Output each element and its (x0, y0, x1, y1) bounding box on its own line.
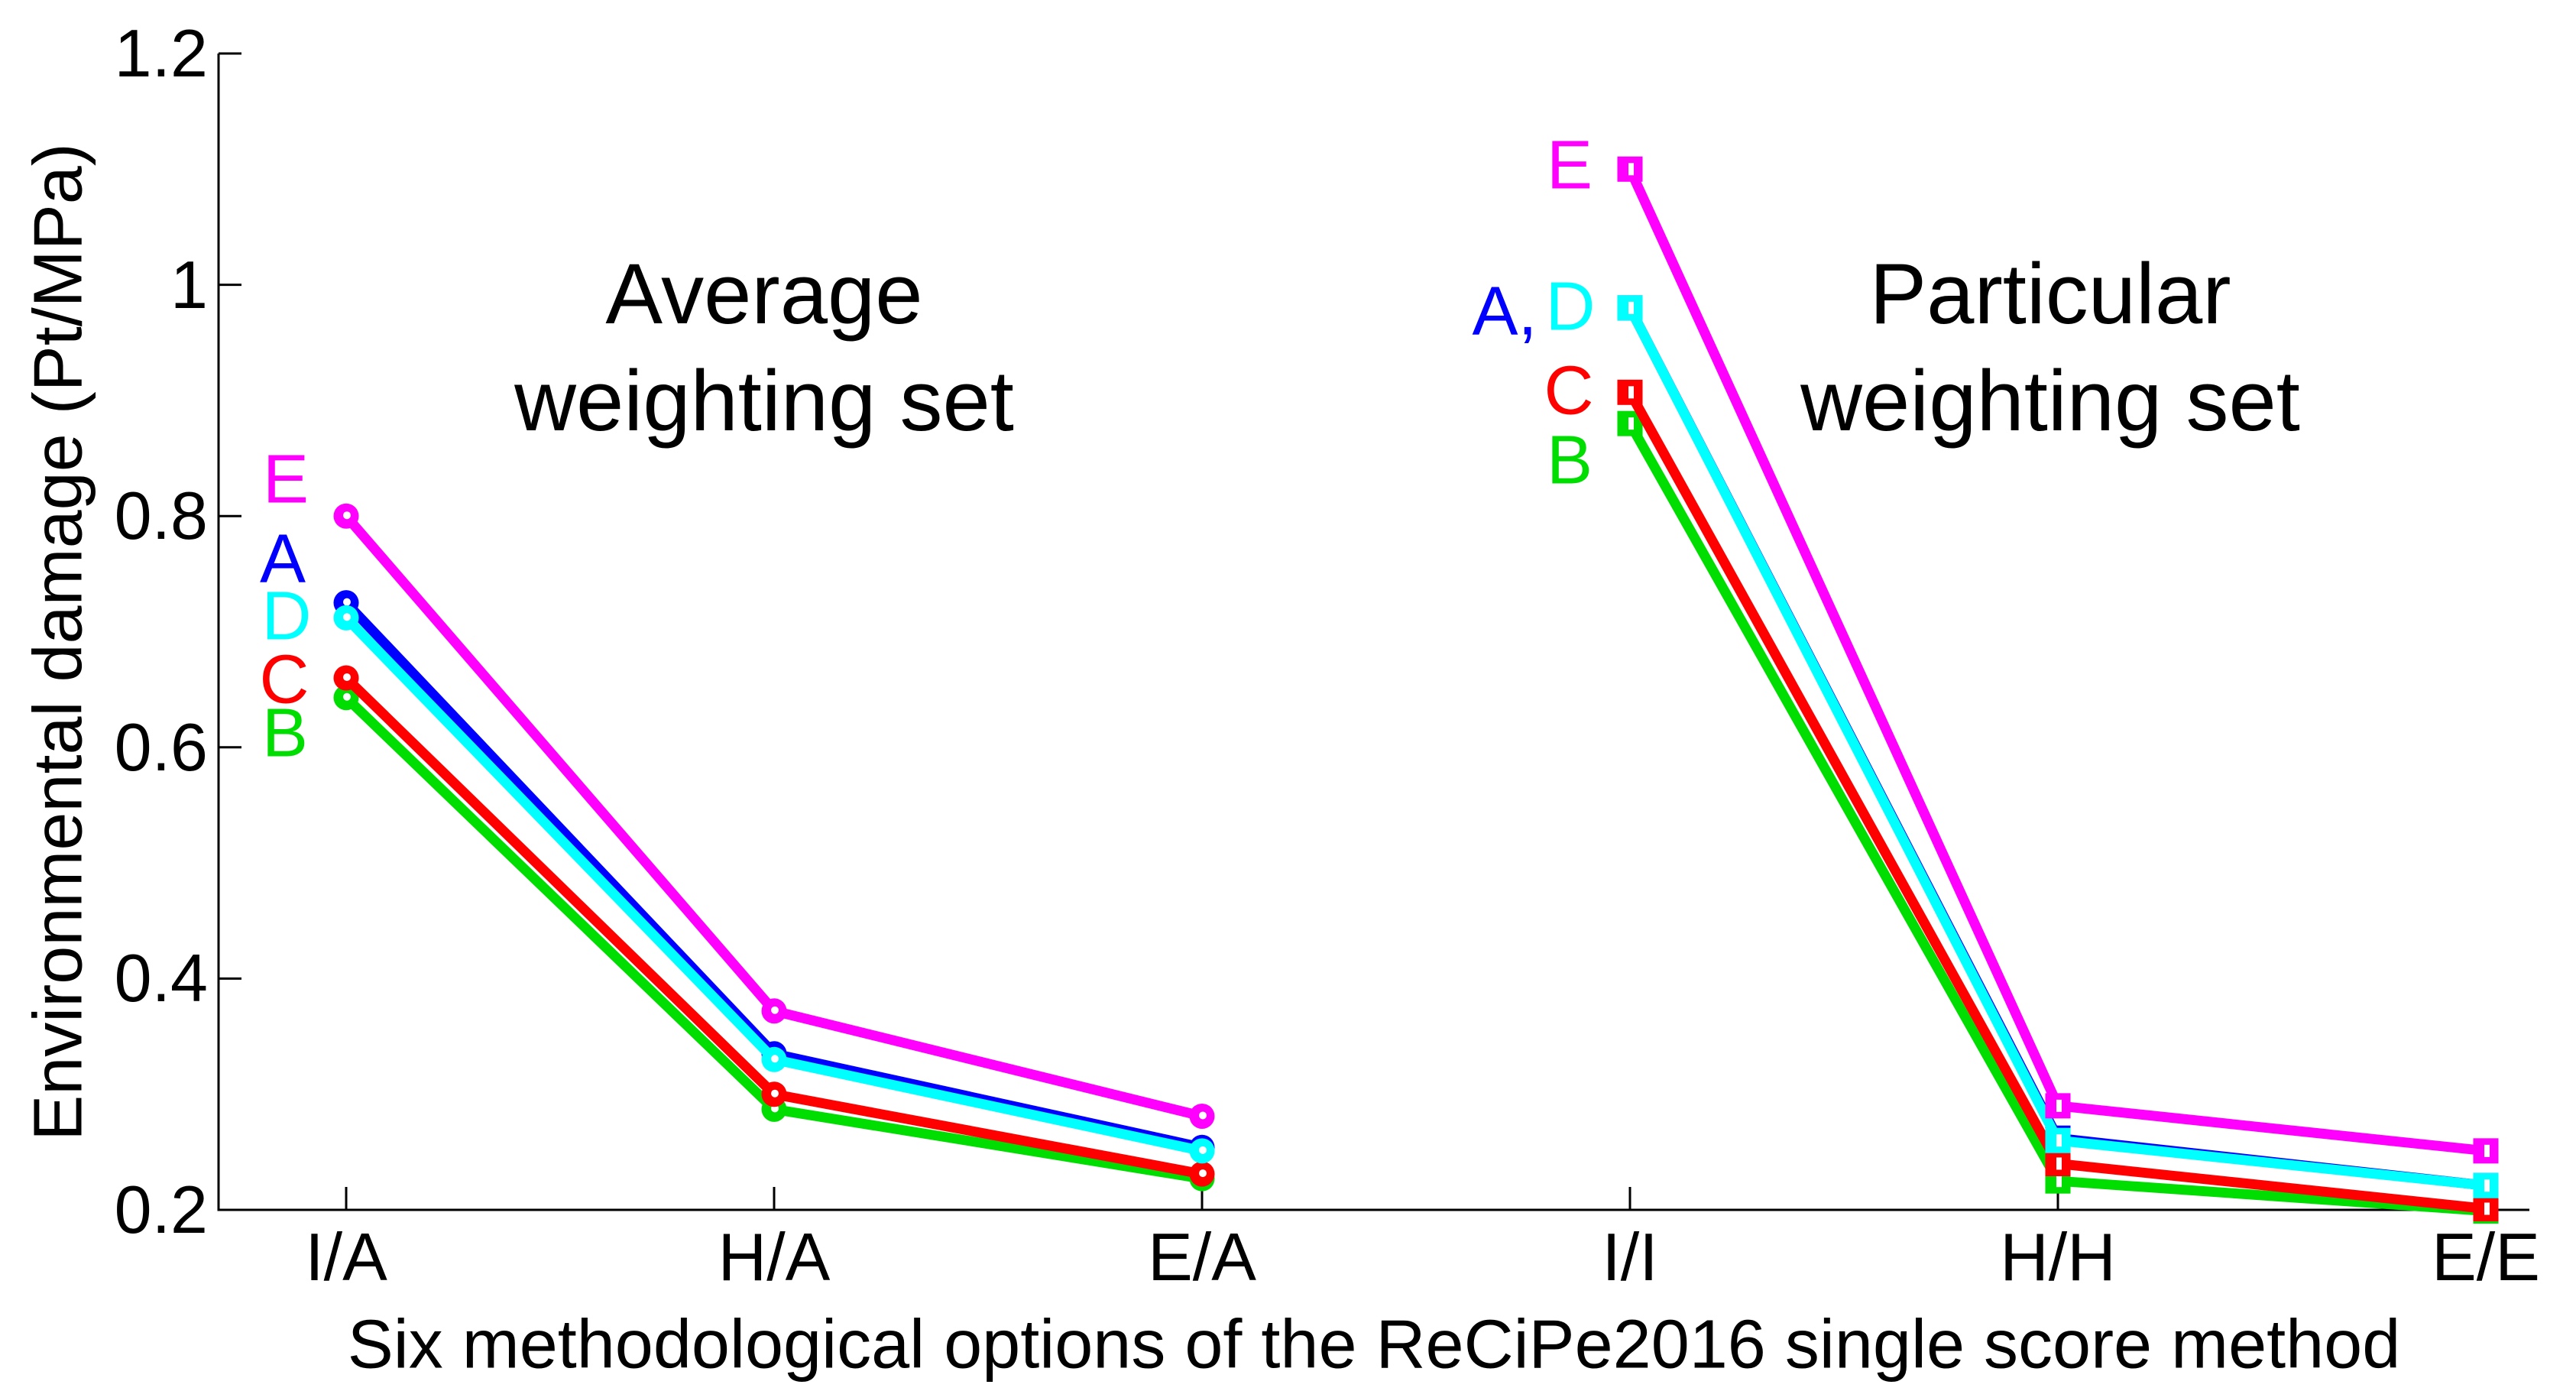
series-B-square-marker-I/I-center (1628, 417, 1634, 430)
series-label-A-right: A, (1472, 273, 1537, 350)
x-tick-label-H-A: H/A (718, 1219, 831, 1295)
series-C-square-marker-H/H-center (2056, 1157, 2062, 1170)
series-E-square-marker-E/E-center (2484, 1144, 2490, 1157)
series-label-A-left: A (259, 520, 306, 598)
series-label-B-left: B (261, 695, 309, 772)
series-D-square-marker-I/I-center (1628, 301, 1634, 314)
series-C-circle-marker-E/A-center (1199, 1169, 1207, 1178)
series-label-C-right: C (1544, 352, 1594, 430)
series-D-circle-marker-E/A-center (1199, 1146, 1207, 1154)
annotation-particular-weighting-set: Particular weighting set (1800, 246, 2300, 449)
series-label-B-right: B (1546, 422, 1593, 499)
series-B-line-right (1625, 420, 2487, 1216)
series-D-square-marker-H/H-center (2056, 1134, 2062, 1147)
x-tick-label-E-A: E/A (1148, 1219, 1256, 1295)
series-C-line-right (1625, 390, 2487, 1214)
series-label-E-left: E (262, 441, 309, 518)
y-tick-label-0.2: 0.2 (114, 1172, 208, 1247)
series-D-circle-marker-I/A-center (343, 613, 351, 621)
x-tick-label-E-E: E/E (2432, 1219, 2540, 1295)
series-label-D-right: D (1545, 268, 1596, 345)
x-tick-label-I-I: I/I (1602, 1219, 1658, 1295)
series-C-square-marker-E/E-center (2484, 1202, 2490, 1215)
y-tick-label-0.8: 0.8 (114, 478, 208, 554)
series-C-square-marker-I/I-center (1628, 386, 1634, 399)
axis-lines (217, 54, 2529, 1211)
series-E-circle-marker-H/A-center (771, 1006, 779, 1014)
y-tick-label-0.4: 0.4 (114, 940, 208, 1016)
series-E-circle-marker-E/A-center (1199, 1111, 1207, 1120)
series-D-square-marker-E/E-center (2484, 1179, 2490, 1192)
series-label-E-right: E (1546, 127, 1593, 204)
x-tick-label-H-H: H/H (2000, 1219, 2116, 1295)
y-tick-label-0.6: 0.6 (114, 708, 208, 785)
y-axis-title: Environmental damage (Pt/MPa) (20, 143, 97, 1141)
x-tick-label-I-A: I/A (305, 1219, 387, 1295)
series-C-circle-marker-H/A-center (771, 1089, 779, 1098)
series-E-square-marker-H/H-center (2056, 1099, 2062, 1112)
series-label-D-left: D (261, 578, 312, 655)
series-A-circle-marker-I/A-center (343, 598, 351, 606)
series-D-circle-marker-H/A-center (771, 1055, 779, 1063)
y-tick-label-1.2: 1.2 (114, 15, 208, 91)
series-E-square-marker-I/I-center (1628, 163, 1634, 176)
annotation-average-weighting-set: Average weighting set (514, 246, 1014, 449)
series-B-circle-marker-I/A-center (343, 692, 351, 701)
series-B-square-marker-H/H-center (2056, 1175, 2062, 1188)
series-C-circle-marker-I/A-center (343, 673, 351, 682)
x-axis-title: Six methodological options of the ReCiPe… (347, 1306, 2401, 1383)
y-tick-label-1: 1 (170, 246, 208, 323)
series-label-C-left: C (259, 641, 309, 718)
series-E-circle-marker-I/A-center (343, 511, 351, 520)
